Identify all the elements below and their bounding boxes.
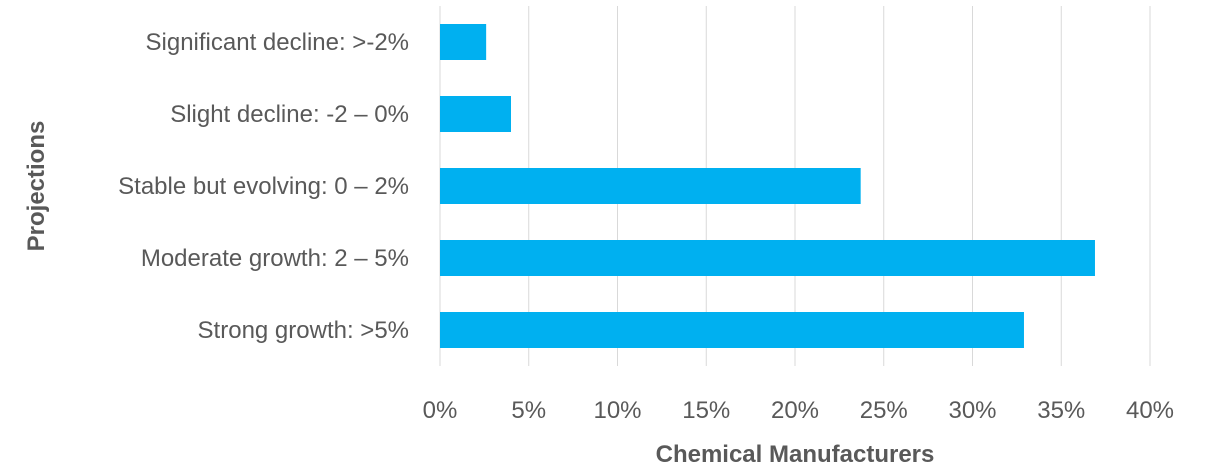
category-label: Strong growth: >5% [198,317,409,344]
x-tick-label: 25% [860,397,908,424]
y-axis-title: Projections [23,121,50,252]
x-tick-label: 30% [948,397,996,424]
bar [440,168,861,204]
x-tick-label: 20% [771,397,819,424]
bars [440,24,1095,348]
x-tick-label: 35% [1037,397,1085,424]
bar [440,96,511,132]
x-tick-label: 15% [682,397,730,424]
category-label: Significant decline: >-2% [146,29,409,56]
x-axis-title: Chemical Manufacturers [656,441,935,468]
bar [440,24,487,60]
x-tick-label: 5% [511,397,546,424]
category-label: Slight decline: -2 – 0% [170,101,409,128]
x-tick-labels: 0% 5% 10% 15% 20% 25% 30% 35% 40% [423,397,1174,424]
x-tick-label: 0% [423,397,458,424]
x-tick-label: 10% [593,397,641,424]
category-label: Stable but evolving: 0 – 2% [118,173,409,200]
category-label: Moderate growth: 2 – 5% [141,245,409,272]
x-tick-label: 40% [1126,397,1174,424]
bar [440,240,1095,276]
bar [440,312,1024,348]
category-labels: Significant decline: >-2% Slight decline:… [118,29,409,344]
